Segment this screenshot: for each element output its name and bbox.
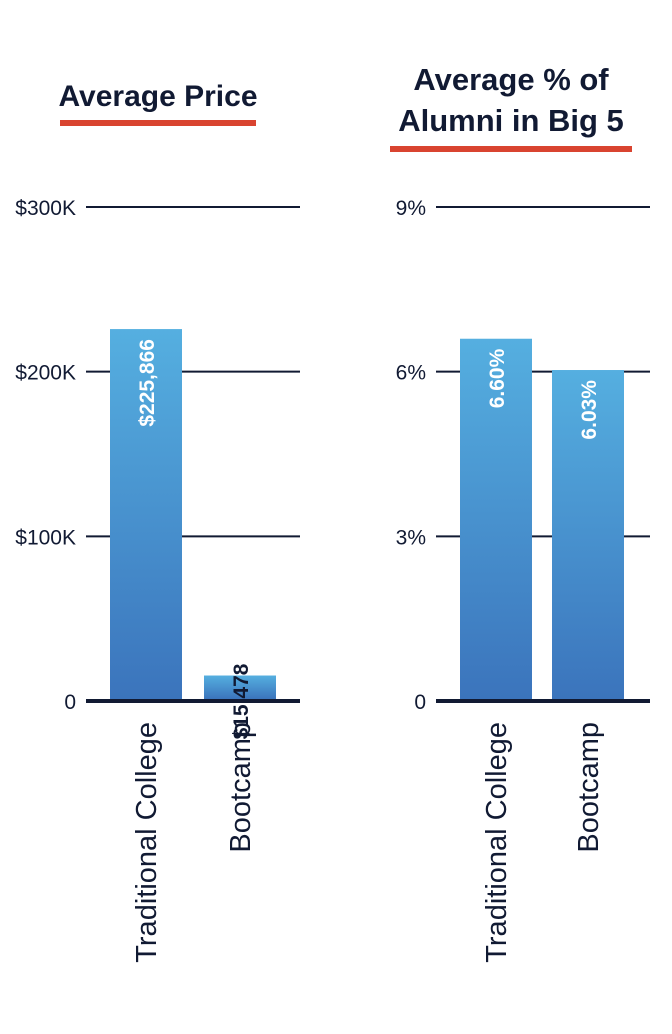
x-category-label: Bootcamp (225, 722, 257, 853)
bar-traditional-college (460, 338, 532, 699)
bar-value-label: 6.03% (578, 380, 601, 440)
chart-panel-2: Average % of Alumni in Big 5 0 3% 6% 9% 6.60% T… (390, 62, 650, 963)
chart-title: Average Price (58, 80, 257, 113)
y-tick-label: 9% (396, 197, 426, 220)
y-tick-label: 3% (396, 526, 426, 549)
bar-bootcamp (552, 370, 624, 699)
x-category-label: Traditional College (481, 722, 513, 963)
y-tick-label: 0 (414, 691, 426, 714)
y-tick-label: $200K (15, 362, 76, 385)
chart-title-line-2: Alumni in Big 5 (398, 103, 624, 138)
bar-traditional-college (110, 329, 182, 699)
bar-value-label: $225,866 (136, 339, 159, 427)
bar-value-label: 6.60% (486, 348, 509, 408)
chart-panel-1: Average Price 0 $100K $200K $300K $225,866 Tra… (15, 80, 300, 963)
y-tick-label: 6% (396, 362, 426, 385)
y-tick-label: 0 (64, 691, 76, 714)
x-category-label: Bootcamp (573, 722, 605, 853)
title-underline (390, 146, 632, 152)
y-tick-label: $100K (15, 526, 76, 549)
chart-title-line-1: Average % of (413, 62, 609, 97)
x-category-label: Traditional College (131, 722, 163, 963)
bar-bootcamp (204, 675, 276, 699)
title-underline (60, 120, 256, 126)
y-tick-label: $300K (15, 197, 76, 220)
bar-value-label: $15,478 (230, 663, 253, 739)
